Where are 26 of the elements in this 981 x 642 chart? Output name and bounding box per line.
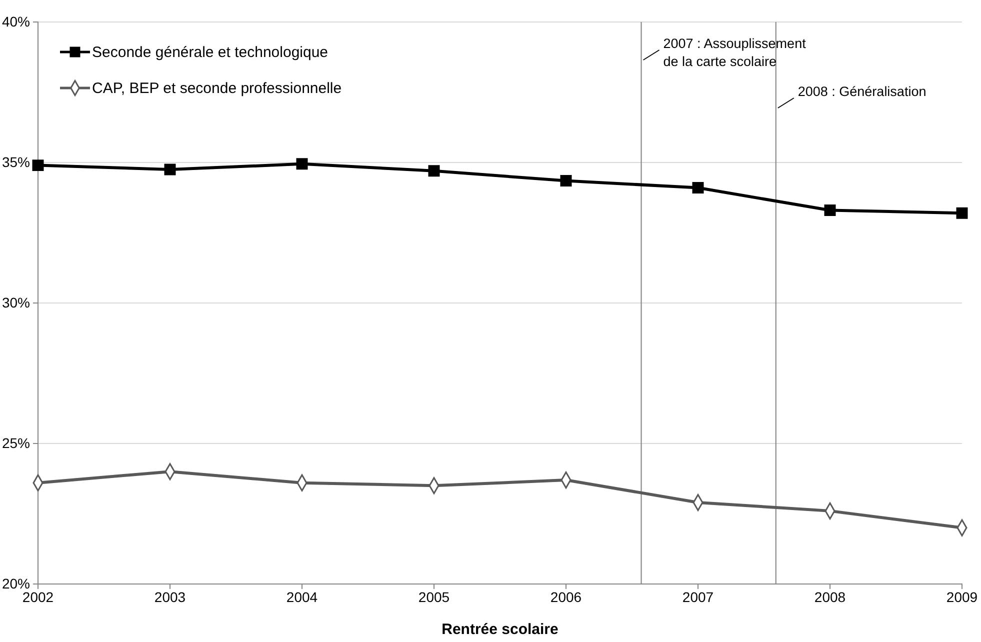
y-tick-label: 35% <box>2 154 30 170</box>
y-tick-label: 30% <box>2 294 30 310</box>
x-tick-label: 2008 <box>814 588 846 605</box>
x-tick-label: 2009 <box>946 588 978 605</box>
point <box>32 160 44 172</box>
y-tick-label: 25% <box>2 434 30 451</box>
ref-line-label: 2008 : Généralisation <box>798 84 926 99</box>
point <box>956 207 968 219</box>
point <box>692 182 704 194</box>
x-tick-label: 2006 <box>550 588 582 605</box>
y-tick-label: 40% <box>2 13 30 30</box>
point <box>824 204 836 216</box>
legend-label: Seconde générale et technologique <box>92 44 328 61</box>
x-tick-label: 2007 <box>682 588 714 605</box>
ref-line-label: 2007 : Assouplissement de la carte scolaire <box>663 36 806 69</box>
x-tick-label: 2002 <box>22 588 54 605</box>
x-tick-label: 2003 <box>154 588 186 605</box>
point <box>164 164 176 176</box>
point <box>560 175 572 187</box>
legend-label: CAP, BEP et seconde professionnelle <box>92 80 342 97</box>
x-axis-title: Rentrée scolaire <box>442 621 558 638</box>
point <box>296 158 308 170</box>
x-tick-label: 2005 <box>418 588 450 605</box>
point <box>428 165 440 177</box>
x-tick-label: 2004 <box>286 588 318 605</box>
y-tick-label: 20% <box>2 575 30 592</box>
